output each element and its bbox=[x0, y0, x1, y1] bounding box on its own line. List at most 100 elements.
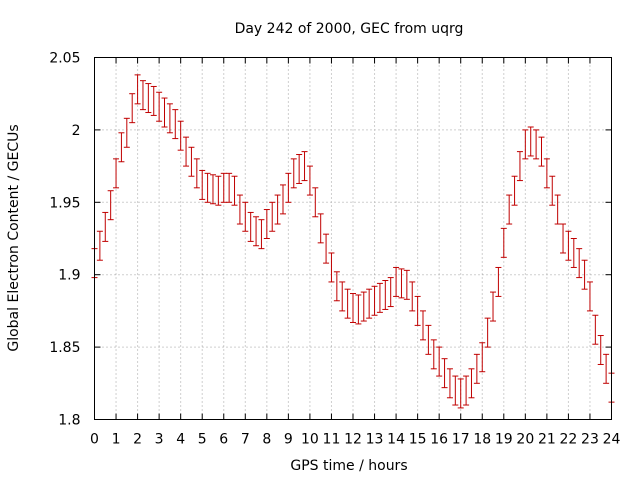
x-tick-label: 22 bbox=[560, 432, 578, 448]
data-point bbox=[495, 266, 502, 297]
data-point bbox=[161, 97, 168, 128]
data-point bbox=[538, 136, 545, 167]
data-point bbox=[484, 317, 491, 348]
data-point bbox=[339, 281, 346, 312]
data-point bbox=[301, 151, 308, 182]
x-tick-label: 12 bbox=[344, 432, 362, 448]
data-point bbox=[123, 117, 130, 148]
x-tick-label: 0 bbox=[90, 432, 99, 448]
data-point bbox=[360, 291, 367, 322]
data-point bbox=[145, 83, 152, 114]
data-point bbox=[323, 233, 330, 264]
x-tick-label: 16 bbox=[430, 432, 448, 448]
y-tick-label: 1.95 bbox=[49, 195, 80, 211]
data-point bbox=[425, 324, 432, 355]
x-tick-label: 23 bbox=[581, 432, 599, 448]
data-point bbox=[549, 175, 556, 206]
data-point bbox=[226, 172, 233, 203]
data-point bbox=[344, 288, 351, 319]
data-point bbox=[96, 230, 103, 261]
x-tick-label: 9 bbox=[284, 432, 293, 448]
data-point bbox=[479, 342, 486, 373]
data-point bbox=[581, 259, 588, 290]
data-point bbox=[506, 194, 513, 225]
plot-frame bbox=[94, 57, 612, 420]
data-point bbox=[554, 194, 561, 225]
data-point bbox=[533, 129, 540, 160]
data-point bbox=[150, 85, 157, 116]
x-tick-label: 19 bbox=[495, 432, 513, 448]
data-point bbox=[366, 288, 373, 319]
data-point bbox=[118, 132, 125, 163]
y-tick-label: 2 bbox=[72, 123, 81, 139]
grid-lines bbox=[94, 57, 612, 420]
x-tick-label: 15 bbox=[409, 432, 427, 448]
x-tick-label: 2 bbox=[133, 432, 142, 448]
x-axis-label: GPS time / hours bbox=[290, 458, 407, 474]
data-point bbox=[209, 174, 216, 205]
data-point bbox=[199, 169, 206, 200]
data-point bbox=[430, 339, 437, 370]
data-point bbox=[560, 223, 567, 254]
data-point bbox=[312, 187, 319, 218]
data-point bbox=[306, 165, 313, 196]
data-point bbox=[500, 227, 507, 258]
data-point bbox=[274, 194, 281, 225]
data-point bbox=[436, 346, 443, 377]
data-point bbox=[452, 375, 459, 406]
data-point bbox=[177, 120, 184, 151]
x-tick-label: 20 bbox=[516, 432, 534, 448]
data-point bbox=[220, 172, 227, 203]
data-point bbox=[107, 190, 114, 221]
data-point bbox=[247, 211, 254, 242]
data-point bbox=[565, 230, 572, 261]
x-tick-label: 10 bbox=[301, 432, 319, 448]
data-point bbox=[420, 310, 427, 341]
data-point bbox=[285, 172, 292, 203]
data-point bbox=[441, 358, 448, 389]
data-point bbox=[156, 91, 163, 122]
data-point bbox=[473, 353, 480, 384]
data-point bbox=[603, 353, 610, 384]
x-tick-label: 7 bbox=[241, 432, 250, 448]
data-point bbox=[543, 158, 550, 189]
data-point bbox=[570, 238, 577, 268]
data-point bbox=[376, 282, 383, 313]
data-point bbox=[527, 126, 534, 157]
x-tick-label: 1 bbox=[112, 432, 121, 448]
data-point bbox=[188, 146, 195, 177]
data-point bbox=[253, 216, 260, 247]
data-point bbox=[516, 151, 523, 182]
data-point bbox=[258, 219, 265, 250]
data-point bbox=[393, 266, 400, 297]
data-point bbox=[236, 194, 243, 225]
data-point bbox=[290, 158, 297, 189]
data-point bbox=[576, 248, 583, 279]
data-point bbox=[296, 154, 303, 184]
data-point bbox=[457, 378, 464, 409]
data-point bbox=[522, 129, 529, 160]
x-tick-label: 17 bbox=[452, 432, 470, 448]
data-point bbox=[468, 368, 475, 399]
data-point bbox=[463, 375, 470, 406]
x-tick-label: 4 bbox=[176, 432, 185, 448]
data-point bbox=[403, 269, 410, 300]
data-point bbox=[102, 211, 109, 242]
data-point bbox=[446, 368, 453, 399]
data-point bbox=[333, 271, 340, 302]
x-axis: 0 1 2 3 4 5 6 7 8 9 10 11 12 13 14 15 16 17 18 19 20 21 22 23 24 bbox=[90, 57, 621, 448]
data-point bbox=[269, 201, 276, 232]
data-point bbox=[263, 209, 270, 239]
y-axis: 1.8 1.85 1.9 1.95 2 2.05 bbox=[49, 51, 612, 429]
data-point bbox=[317, 213, 324, 244]
data-point bbox=[139, 80, 146, 111]
data-point bbox=[215, 175, 222, 206]
data-point bbox=[279, 184, 286, 215]
x-tick-label: 24 bbox=[603, 432, 621, 448]
data-point bbox=[204, 172, 211, 203]
x-tick-label: 11 bbox=[323, 432, 341, 448]
y-axis-label: Global Electron Content / GECUs bbox=[6, 124, 22, 351]
x-tick-label: 3 bbox=[155, 432, 164, 448]
x-tick-label: 18 bbox=[473, 432, 491, 448]
